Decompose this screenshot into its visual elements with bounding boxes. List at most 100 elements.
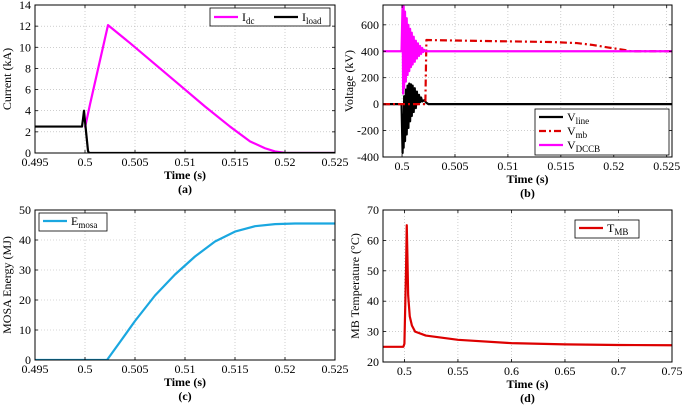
panel-a: 0.495 0.5 0.505 0.51 0.515 0.52 0.525 0 2 4 6 8 10 12… [0,0,349,196]
plot-frame [382,4,673,158]
legend: TMB [574,219,640,239]
legend-label-subscript: DCCB [576,144,601,154]
x-tick-label: 0.525 [322,155,349,169]
y-axis-label: MB Temperature (°C) [348,233,362,339]
y-tick-label: 0 [25,353,31,367]
legend-box [574,219,640,239]
x-tick-label: 0.515 [547,159,574,173]
y-tick-label: 12 [19,19,31,33]
legend-label-v-dccb: VDCCB [567,138,600,154]
y-tick-label: 10 [19,323,31,337]
x-axis-label: Time (s) [164,168,206,182]
plot-area [35,5,335,153]
y-tick-label: 2 [25,125,31,139]
legend-label-v-mb: Vmb [567,124,588,140]
y-axis-label: Voltage (kV) [342,50,356,112]
y-tick-label: 70 [367,203,379,217]
panel-label: (c) [178,389,191,403]
x-tick-label: 0.6 [504,364,519,378]
y-tick-label: 600 [361,18,379,32]
y-tick-label: 40 [19,233,31,247]
x-tick-label: 0.65 [554,364,575,378]
x-tick-label: 0.52 [275,155,296,169]
legend-label-main: T [607,221,615,235]
legend-label-main: V [567,110,576,124]
x-tick-label: 0.525 [322,362,349,376]
panel-d: 0.5 0.55 0.6 0.65 0.7 0.75 20 30 40 50 60 70 Time (s… [348,203,683,405]
legend-label-subscript: mosa [78,220,97,230]
x-tick-label: 0.5 [78,362,93,376]
legend-label-main: I [302,10,306,24]
x-tick-label: 0.5 [397,364,412,378]
legend-box [38,212,108,232]
panel-c: 0.495 0.5 0.505 0.51 0.515 0.52 0.525 0 10 20 30 40… [0,203,349,403]
x-tick-label: 0.495 [22,362,49,376]
legend-label-i-load: Iload [302,10,322,26]
panel-b: 0.5 0.505 0.51 0.515 0.52 0.525 -400 -200 0 200 40… [342,4,680,200]
legend-box [209,7,331,27]
x-tick-label: 0.505 [122,155,149,169]
y-axis-label: MOSA Energy (MJ) [0,236,14,334]
legend-label-main: E [71,214,78,228]
y-axis-label: Current (kA) [0,48,14,110]
x-tick-label: 0.505 [122,362,149,376]
y-tick-label: 30 [367,325,379,339]
y-tick-label: 400 [361,44,379,58]
x-tick-label: 0.51 [175,155,196,169]
legend-label-v-line: Vline [567,110,589,126]
series-line-t-mb [383,224,672,348]
panel-label: (a) [178,182,192,196]
x-tick-label: 0.52 [275,362,296,376]
legend-label-subscript: MB [614,227,628,237]
plot-frame [382,209,673,363]
y-tick-label: 30 [19,263,31,277]
y-tick-label: 10 [19,40,31,54]
series-line-v-line [383,82,672,155]
x-tick-label: 0.515 [222,362,249,376]
x-tick-label: 0.515 [222,155,249,169]
x-tick-label: 0.51 [175,362,196,376]
y-tick-label: 20 [19,293,31,307]
x-tick-label: 0.5 [78,155,93,169]
legend-label-main: V [567,124,576,138]
x-tick-label: 0.7 [611,364,626,378]
legend-label-t-mb: TMB [607,221,628,237]
y-tick-label: 50 [367,264,379,278]
panel-label: (b) [520,186,535,200]
legend-label-main: V [567,138,576,152]
x-tick-label: 0.51 [497,159,518,173]
y-tick-label: 0 [373,97,379,111]
legend: Idc Iload [209,7,331,27]
legend-label-subscript: load [306,16,322,26]
y-tick-label: 200 [361,71,379,85]
y-tick-label: 50 [19,203,31,217]
x-axis-label: Time (s) [164,375,206,389]
panel-label: (d) [520,391,535,405]
x-tick-label: 0.495 [22,155,49,169]
legend-label-e-mosa: Emosa [71,214,97,230]
y-tick-label: 0 [25,146,31,160]
series-line-e-mosa [35,222,335,360]
x-tick-label: 0.75 [662,364,683,378]
x-tick-label: 0.505 [441,159,468,173]
legend-label-subscript: line [576,116,590,126]
series-line-i-dc [83,23,335,153]
series-line-v-dccb [383,5,672,95]
x-axis-label: Time (s) [506,377,548,391]
y-tick-label: -200 [357,124,379,138]
x-tick-label: 0.55 [447,364,468,378]
legend-label-i-dc: Idc [242,10,255,26]
y-tick-label: 8 [25,61,31,75]
x-axis-label: Time (s) [506,172,548,186]
x-tick-label: 0.5 [395,159,410,173]
legend-label-main: I [242,10,246,24]
legend-label-subscript: mb [576,130,588,140]
x-tick-label: 0.525 [653,159,680,173]
y-tick-label: 40 [367,294,379,308]
y-tick-label: 14 [19,0,31,12]
x-tick-label: 0.52 [603,159,624,173]
legend: Emosa [38,212,108,232]
y-tick-label: 60 [367,233,379,247]
